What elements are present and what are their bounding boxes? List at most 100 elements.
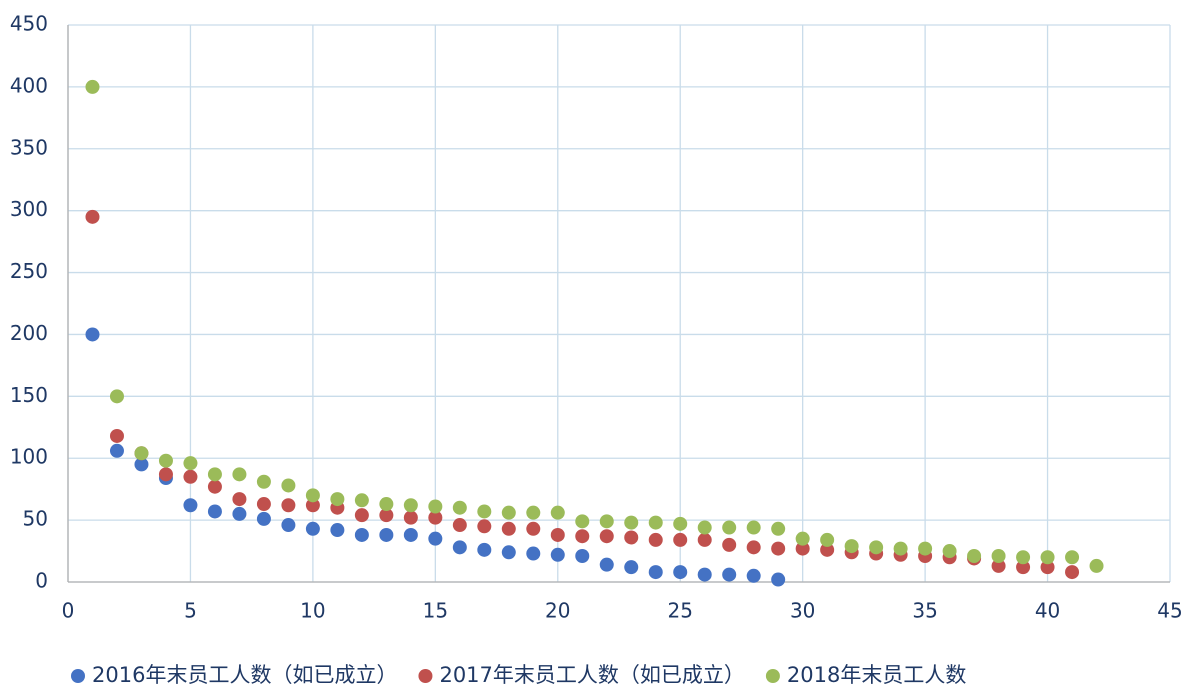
point [183, 456, 198, 471]
point [501, 545, 516, 560]
y-tick-label: 450 [10, 12, 48, 36]
point [207, 467, 222, 482]
point [673, 516, 688, 531]
point [697, 567, 712, 582]
y-tick-label: 400 [10, 73, 48, 97]
point [281, 478, 296, 493]
y-tick-label: 0 [35, 569, 48, 593]
point [722, 537, 737, 552]
point [599, 514, 614, 529]
point [1040, 550, 1055, 565]
point [109, 389, 124, 404]
x-tick-label: 15 [423, 599, 448, 623]
point [109, 428, 124, 443]
point [918, 541, 933, 556]
point [526, 546, 541, 561]
point [158, 467, 173, 482]
point [648, 532, 663, 547]
y-tick-label: 250 [10, 259, 48, 283]
x-tick-label: 45 [1157, 599, 1182, 623]
point [771, 541, 786, 556]
point [452, 518, 467, 533]
point [501, 521, 516, 536]
point [771, 521, 786, 536]
point [232, 506, 247, 521]
point [575, 514, 590, 529]
point [452, 540, 467, 555]
point [256, 497, 271, 512]
point [869, 540, 884, 555]
point [550, 527, 565, 542]
point [550, 547, 565, 562]
point [550, 505, 565, 520]
point [85, 209, 100, 224]
point [477, 519, 492, 534]
point [232, 492, 247, 507]
point [820, 542, 835, 557]
legend-marker [765, 669, 780, 683]
point [281, 498, 296, 513]
point [673, 532, 688, 547]
point [354, 508, 369, 523]
x-tick-label: 10 [300, 599, 325, 623]
point [795, 531, 810, 546]
legend-marker [71, 669, 85, 683]
point [354, 493, 369, 508]
x-tick-label: 30 [790, 599, 815, 623]
point [305, 498, 320, 513]
point [379, 527, 394, 542]
point [1016, 550, 1031, 565]
point [722, 520, 737, 535]
point [1065, 565, 1080, 580]
point [746, 568, 761, 583]
point [85, 79, 100, 94]
x-tick-label: 20 [545, 599, 570, 623]
point [771, 572, 786, 587]
point [232, 467, 247, 482]
point [697, 520, 712, 535]
point [305, 488, 320, 503]
point [256, 474, 271, 489]
point [648, 515, 663, 530]
point [379, 508, 394, 523]
point [746, 520, 761, 535]
point [746, 540, 761, 555]
point [403, 510, 418, 525]
point [428, 510, 443, 525]
point [379, 497, 394, 512]
point [305, 521, 320, 536]
point [795, 541, 810, 556]
point [330, 492, 345, 507]
point [942, 544, 957, 559]
point [967, 549, 982, 564]
point [991, 549, 1006, 564]
x-tick-label: 35 [912, 599, 937, 623]
point [1016, 560, 1031, 575]
point [354, 527, 369, 542]
point [844, 539, 859, 554]
point [134, 457, 149, 472]
legend-label: 2017年末员工人数（如已成立） [439, 663, 744, 687]
point [526, 505, 541, 520]
point [1089, 558, 1104, 573]
point [428, 499, 443, 514]
point [624, 530, 639, 545]
y-tick-label: 100 [10, 445, 48, 469]
point [526, 521, 541, 536]
point [648, 565, 663, 580]
point [403, 498, 418, 513]
point [330, 523, 345, 538]
point [575, 529, 590, 544]
point [85, 327, 100, 342]
y-tick-label: 200 [10, 321, 48, 345]
legend-label: 2018年末员工人数 [787, 663, 966, 687]
legend-marker [418, 669, 433, 683]
point [109, 443, 124, 458]
point [452, 500, 467, 515]
point [134, 446, 149, 461]
point [599, 557, 614, 572]
point [477, 542, 492, 557]
point [158, 453, 173, 468]
x-tick-label: 0 [62, 599, 75, 623]
